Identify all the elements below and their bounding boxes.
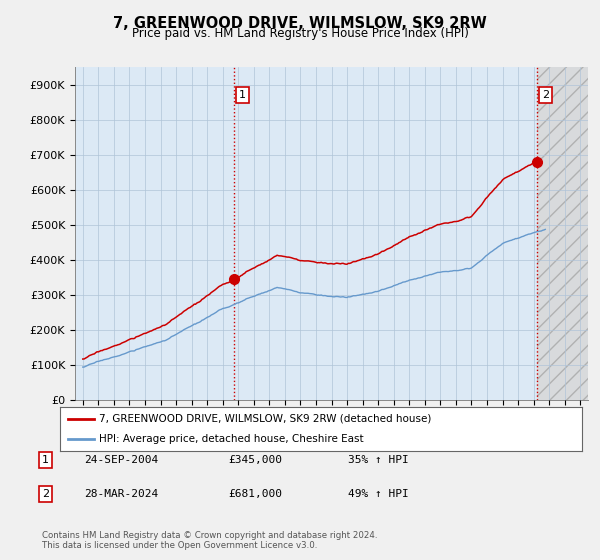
Text: 1: 1 (239, 90, 246, 100)
Text: Price paid vs. HM Land Registry's House Price Index (HPI): Price paid vs. HM Land Registry's House … (131, 27, 469, 40)
Text: 28-MAR-2024: 28-MAR-2024 (84, 489, 158, 499)
Text: This data is licensed under the Open Government Licence v3.0.: This data is licensed under the Open Gov… (42, 541, 317, 550)
Text: HPI: Average price, detached house, Cheshire East: HPI: Average price, detached house, Ches… (99, 434, 364, 444)
Text: 2: 2 (42, 489, 49, 499)
Text: £681,000: £681,000 (228, 489, 282, 499)
Text: £345,000: £345,000 (228, 455, 282, 465)
Text: 35% ↑ HPI: 35% ↑ HPI (348, 455, 409, 465)
Text: 24-SEP-2004: 24-SEP-2004 (84, 455, 158, 465)
Text: 49% ↑ HPI: 49% ↑ HPI (348, 489, 409, 499)
Bar (538, 67, 596, 400)
Text: 7, GREENWOOD DRIVE, WILMSLOW, SK9 2RW (detached house): 7, GREENWOOD DRIVE, WILMSLOW, SK9 2RW (d… (99, 414, 431, 424)
Text: 1: 1 (42, 455, 49, 465)
Text: 7, GREENWOOD DRIVE, WILMSLOW, SK9 2RW: 7, GREENWOOD DRIVE, WILMSLOW, SK9 2RW (113, 16, 487, 31)
Text: Contains HM Land Registry data © Crown copyright and database right 2024.: Contains HM Land Registry data © Crown c… (42, 531, 377, 540)
Text: 2: 2 (542, 90, 549, 100)
